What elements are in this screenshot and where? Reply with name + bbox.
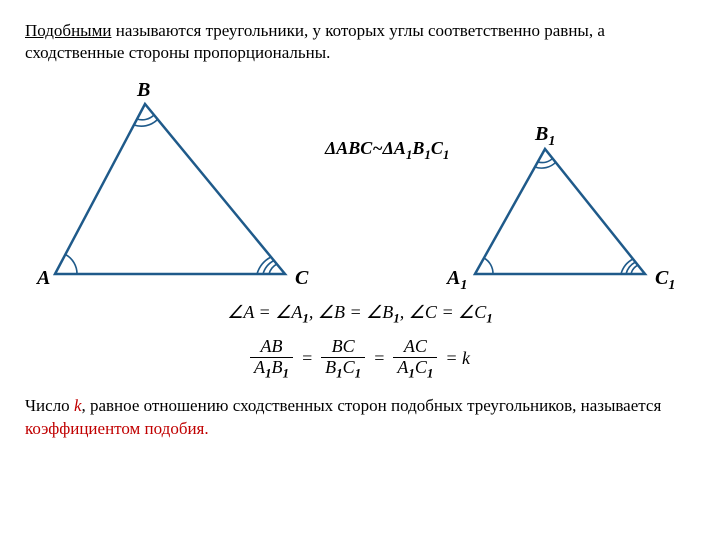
frac3-num: AC <box>400 337 431 357</box>
angle-equality: ∠A = ∠A1, ∠B = ∠B1, ∠C = ∠C1 <box>25 302 695 327</box>
angle-a-arc <box>66 255 78 275</box>
definition-underlined: Подобными <box>25 21 111 40</box>
eq2: = <box>373 348 385 369</box>
frac2-num: BC <box>328 337 359 357</box>
label-c1: C1 <box>655 267 675 293</box>
label-b1: B1 <box>534 123 555 149</box>
coefficient-term: коэффициентом подобия. <box>25 419 209 438</box>
definition-text: Подобными называются треугольники, у кот… <box>25 20 695 64</box>
label-a1: A1 <box>445 267 467 293</box>
triangle-a1b1c1: A1 B1 C1 <box>445 123 675 293</box>
frac-1: AB A1B1 <box>250 337 293 381</box>
conclusion-pre: Число <box>25 396 74 415</box>
frac1-num: AB <box>257 337 287 357</box>
ratio-equation: AB A1B1 = BC B1C1 = AC A1C1 = k <box>25 337 695 381</box>
angle-c1-arc1 <box>631 265 638 274</box>
frac-3: AC A1C1 <box>393 337 437 381</box>
angle-c-arc1 <box>269 264 277 274</box>
frac3-den: A1C1 <box>393 357 437 381</box>
label-b: B <box>136 79 150 101</box>
similarity-notation: ΔABC~ΔA1B1C1 <box>324 138 449 162</box>
eq1: = <box>301 348 313 369</box>
label-a: A <box>35 267 50 289</box>
triangle-abc: A B C <box>35 79 309 289</box>
eq-k: = k <box>445 348 470 369</box>
frac-2: BC B1C1 <box>321 337 365 381</box>
frac2-den: B1C1 <box>321 357 365 381</box>
frac1-den: A1B1 <box>250 357 293 381</box>
angle-a1-arc <box>484 258 493 274</box>
conclusion-text: Число k, равное отношению сходственных с… <box>25 395 695 441</box>
label-c: C <box>295 267 309 289</box>
conclusion-mid: , равное отношению сходственных сторон п… <box>81 396 661 415</box>
triangles-diagram: A B C ΔABC~ΔA1B1C1 A1 B1 C1 <box>25 74 695 294</box>
definition-rest: называются треугольники, у которых углы … <box>25 21 605 62</box>
